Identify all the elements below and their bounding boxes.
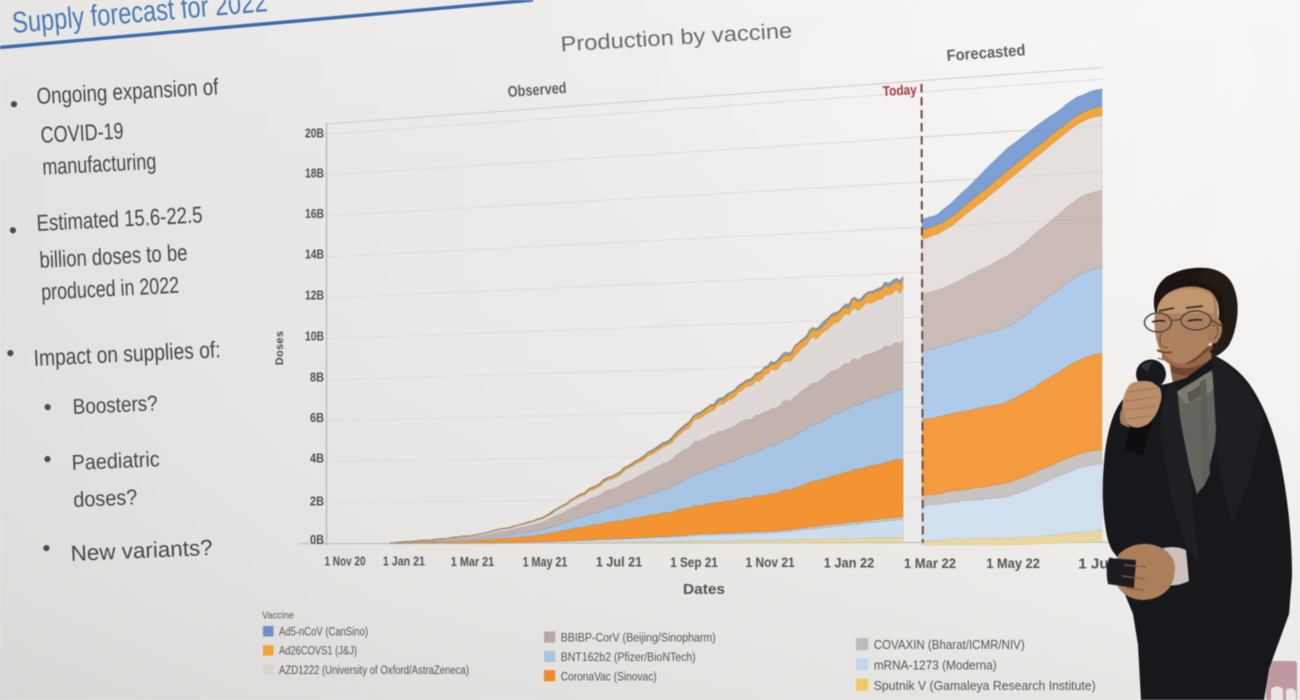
svg-text:2B: 2B (310, 493, 324, 508)
svg-text:Dates: Dates (683, 582, 725, 598)
svg-text:1 Jul 21: 1 Jul 21 (596, 555, 643, 570)
svg-text:Ad5-nCoV (CanSino): Ad5-nCoV (CanSino) (279, 627, 368, 639)
svg-text:manufacturing: manufacturing (42, 148, 157, 180)
svg-text:Sputnik V (Gamaleya Research I: Sputnik V (Gamaleya Research Institute) (874, 678, 1096, 693)
svg-text:Ad26COVS1 (J&J): Ad26COVS1 (J&J) (279, 646, 357, 658)
svg-text:Vaccine: Vaccine (262, 610, 294, 622)
svg-text:16B: 16B (305, 206, 324, 221)
svg-text:14B: 14B (305, 246, 324, 261)
svg-text:1 Mar 21: 1 Mar 21 (451, 554, 494, 569)
svg-text:CoronaVac (Sinovac): CoronaVac (Sinovac) (561, 669, 657, 683)
svg-text:COVID-19: COVID-19 (40, 118, 124, 148)
svg-text:1 Mar 22: 1 Mar 22 (904, 555, 956, 571)
svg-text:20B: 20B (305, 125, 324, 140)
svg-text:Boosters?: Boosters? (72, 391, 158, 419)
svg-text:1 May 22: 1 May 22 (986, 556, 1040, 572)
svg-text:6B: 6B (310, 410, 324, 425)
svg-text:1 Sep 21: 1 Sep 21 (670, 555, 718, 570)
svg-text:BNT162b2 (Pfizer/BioNTech): BNT162b2 (Pfizer/BioNTech) (561, 650, 696, 664)
svg-text:AZD1222 (University of Oxford/: AZD1222 (University of Oxford/AstraZenec… (279, 665, 469, 677)
svg-text:mRNA-1273 (Moderna): mRNA-1273 (Moderna) (874, 658, 997, 673)
svg-text:Observed: Observed (507, 80, 567, 101)
svg-text:8B: 8B (310, 369, 324, 384)
svg-text:4B: 4B (310, 450, 324, 465)
svg-text:BBIBP-CorV (Beijing/Sinopharm): BBIBP-CorV (Beijing/Sinopharm) (561, 631, 716, 645)
svg-text:18B: 18B (305, 165, 324, 180)
svg-text:Today: Today (882, 81, 917, 99)
svg-text:New variants?: New variants? (70, 535, 213, 566)
svg-text:1 Jan 21: 1 Jan 21 (383, 554, 425, 569)
svg-text:1 Nov 21: 1 Nov 21 (746, 555, 795, 570)
svg-text:doses?: doses? (73, 485, 138, 512)
svg-text:Paediatric: Paediatric (71, 447, 160, 475)
svg-text:0B: 0B (310, 532, 324, 547)
svg-text:1 Jan 22: 1 Jan 22 (824, 555, 875, 571)
svg-text:1 May 21: 1 May 21 (523, 554, 568, 569)
svg-text:10B: 10B (305, 328, 324, 343)
svg-text:1 Nov 20: 1 Nov 20 (325, 554, 366, 569)
svg-text:Forecasted: Forecasted (946, 42, 1026, 65)
svg-text:COVAXIN (Bharat/ICMR/NIV): COVAXIN (Bharat/ICMR/NIV) (874, 637, 1025, 652)
svg-text:12B: 12B (305, 287, 324, 302)
svg-text:Doses: Doses (274, 331, 286, 366)
